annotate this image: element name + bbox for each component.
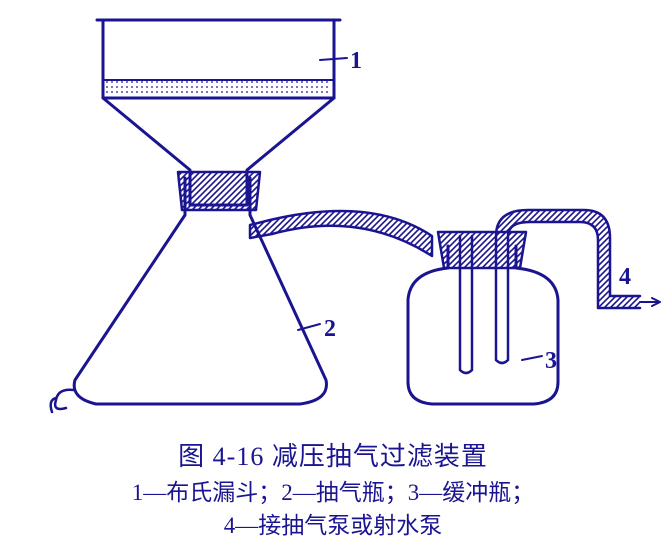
legend-line-2: 4—接抽气泵或射水泵 [0,509,666,542]
figure-title: 减压抽气过滤装置 [272,442,488,471]
label-pump: 4 [619,264,631,291]
label-buffer: 3 [545,348,557,375]
label-funnel: 1 [350,48,362,75]
label-flask: 2 [324,316,336,343]
legend-line-1: 1—布氏漏斗；2—抽气瓶；3—缓冲瓶； [0,476,666,509]
diagram-canvas: 1 2 3 4 图 4-16 减压抽气过滤装置 1—布氏漏斗；2—抽气瓶；3—缓… [0,0,666,555]
figure-caption: 图 4-16 减压抽气过滤装置 1—布氏漏斗；2—抽气瓶；3—缓冲瓶； 4—接抽… [0,438,666,542]
figure-number: 图 4-16 [178,442,272,471]
apparatus-svg [0,0,666,440]
